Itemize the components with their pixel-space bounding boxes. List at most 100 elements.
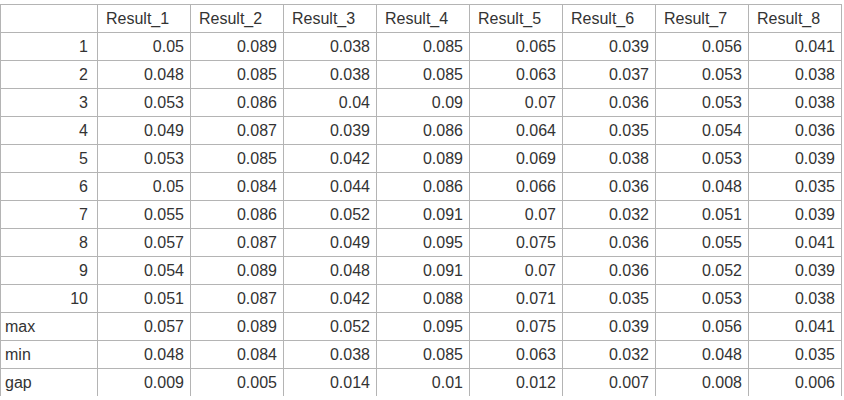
cell-2-result_3[interactable]: 0.038 [284, 61, 377, 89]
cell-3-result_7[interactable]: 0.053 [656, 89, 749, 117]
cell-9-result_7[interactable]: 0.052 [656, 257, 749, 285]
cell-10-result_4[interactable]: 0.088 [377, 285, 470, 313]
column-header-result_6[interactable]: Result_6 [563, 5, 656, 33]
cell-3-result_1[interactable]: 0.053 [98, 89, 191, 117]
cell-min-result_8[interactable]: 0.035 [749, 341, 842, 369]
row-label-10[interactable]: 10 [1, 285, 98, 313]
cell-gap-result_1[interactable]: 0.009 [98, 369, 191, 397]
cell-1-result_8[interactable]: 0.041 [749, 33, 842, 61]
row-label-5[interactable]: 5 [1, 145, 98, 173]
row-label-1[interactable]: 1 [1, 33, 98, 61]
cell-8-result_5[interactable]: 0.075 [470, 229, 563, 257]
cell-2-result_2[interactable]: 0.085 [191, 61, 284, 89]
row-label-7[interactable]: 7 [1, 201, 98, 229]
cell-3-result_5[interactable]: 0.07 [470, 89, 563, 117]
cell-3-result_3[interactable]: 0.04 [284, 89, 377, 117]
cell-7-result_7[interactable]: 0.051 [656, 201, 749, 229]
cell-3-result_2[interactable]: 0.086 [191, 89, 284, 117]
column-header-result_7[interactable]: Result_7 [656, 5, 749, 33]
cell-8-result_4[interactable]: 0.095 [377, 229, 470, 257]
cell-5-result_3[interactable]: 0.042 [284, 145, 377, 173]
cell-10-result_7[interactable]: 0.053 [656, 285, 749, 313]
cell-min-result_5[interactable]: 0.063 [470, 341, 563, 369]
cell-10-result_1[interactable]: 0.051 [98, 285, 191, 313]
cell-max-result_4[interactable]: 0.095 [377, 313, 470, 341]
column-header-result_8[interactable]: Result_8 [749, 5, 842, 33]
cell-min-result_7[interactable]: 0.048 [656, 341, 749, 369]
cell-8-result_1[interactable]: 0.057 [98, 229, 191, 257]
cell-4-result_1[interactable]: 0.049 [98, 117, 191, 145]
cell-7-result_6[interactable]: 0.032 [563, 201, 656, 229]
cell-2-result_1[interactable]: 0.048 [98, 61, 191, 89]
cell-gap-result_5[interactable]: 0.012 [470, 369, 563, 397]
cell-6-result_4[interactable]: 0.086 [377, 173, 470, 201]
cell-7-result_5[interactable]: 0.07 [470, 201, 563, 229]
cell-8-result_6[interactable]: 0.036 [563, 229, 656, 257]
cell-min-result_3[interactable]: 0.038 [284, 341, 377, 369]
cell-gap-result_3[interactable]: 0.014 [284, 369, 377, 397]
cell-max-result_1[interactable]: 0.057 [98, 313, 191, 341]
cell-gap-result_6[interactable]: 0.007 [563, 369, 656, 397]
row-label-3[interactable]: 3 [1, 89, 98, 117]
cell-5-result_2[interactable]: 0.085 [191, 145, 284, 173]
cell-4-result_4[interactable]: 0.086 [377, 117, 470, 145]
corner-cell[interactable] [1, 5, 98, 33]
cell-8-result_3[interactable]: 0.049 [284, 229, 377, 257]
cell-2-result_5[interactable]: 0.063 [470, 61, 563, 89]
row-label-2[interactable]: 2 [1, 61, 98, 89]
cell-5-result_4[interactable]: 0.089 [377, 145, 470, 173]
cell-9-result_3[interactable]: 0.048 [284, 257, 377, 285]
cell-6-result_8[interactable]: 0.035 [749, 173, 842, 201]
cell-7-result_1[interactable]: 0.055 [98, 201, 191, 229]
row-label-4[interactable]: 4 [1, 117, 98, 145]
cell-1-result_3[interactable]: 0.038 [284, 33, 377, 61]
cell-gap-result_7[interactable]: 0.008 [656, 369, 749, 397]
cell-1-result_5[interactable]: 0.065 [470, 33, 563, 61]
cell-5-result_6[interactable]: 0.038 [563, 145, 656, 173]
cell-2-result_4[interactable]: 0.085 [377, 61, 470, 89]
cell-max-result_7[interactable]: 0.056 [656, 313, 749, 341]
cell-gap-result_8[interactable]: 0.006 [749, 369, 842, 397]
cell-1-result_2[interactable]: 0.089 [191, 33, 284, 61]
cell-1-result_4[interactable]: 0.085 [377, 33, 470, 61]
cell-6-result_1[interactable]: 0.05 [98, 173, 191, 201]
cell-4-result_8[interactable]: 0.036 [749, 117, 842, 145]
cell-7-result_3[interactable]: 0.052 [284, 201, 377, 229]
column-header-result_4[interactable]: Result_4 [377, 5, 470, 33]
cell-max-result_2[interactable]: 0.089 [191, 313, 284, 341]
cell-1-result_6[interactable]: 0.039 [563, 33, 656, 61]
cell-max-result_3[interactable]: 0.052 [284, 313, 377, 341]
cell-min-result_6[interactable]: 0.032 [563, 341, 656, 369]
cell-7-result_8[interactable]: 0.039 [749, 201, 842, 229]
row-label-8[interactable]: 8 [1, 229, 98, 257]
cell-1-result_1[interactable]: 0.05 [98, 33, 191, 61]
cell-9-result_6[interactable]: 0.036 [563, 257, 656, 285]
cell-5-result_5[interactable]: 0.069 [470, 145, 563, 173]
cell-8-result_8[interactable]: 0.041 [749, 229, 842, 257]
cell-6-result_6[interactable]: 0.036 [563, 173, 656, 201]
cell-9-result_4[interactable]: 0.091 [377, 257, 470, 285]
cell-8-result_7[interactable]: 0.055 [656, 229, 749, 257]
cell-gap-result_2[interactable]: 0.005 [191, 369, 284, 397]
cell-3-result_6[interactable]: 0.036 [563, 89, 656, 117]
column-header-result_5[interactable]: Result_5 [470, 5, 563, 33]
cell-4-result_5[interactable]: 0.064 [470, 117, 563, 145]
cell-min-result_2[interactable]: 0.084 [191, 341, 284, 369]
row-label-min[interactable]: min [1, 341, 98, 369]
cell-4-result_2[interactable]: 0.087 [191, 117, 284, 145]
cell-5-result_7[interactable]: 0.053 [656, 145, 749, 173]
row-label-9[interactable]: 9 [1, 257, 98, 285]
cell-10-result_2[interactable]: 0.087 [191, 285, 284, 313]
cell-min-result_1[interactable]: 0.048 [98, 341, 191, 369]
cell-6-result_5[interactable]: 0.066 [470, 173, 563, 201]
cell-3-result_8[interactable]: 0.038 [749, 89, 842, 117]
cell-max-result_5[interactable]: 0.075 [470, 313, 563, 341]
cell-10-result_6[interactable]: 0.035 [563, 285, 656, 313]
cell-gap-result_4[interactable]: 0.01 [377, 369, 470, 397]
row-label-gap[interactable]: gap [1, 369, 98, 397]
cell-4-result_6[interactable]: 0.035 [563, 117, 656, 145]
cell-6-result_3[interactable]: 0.044 [284, 173, 377, 201]
cell-4-result_7[interactable]: 0.054 [656, 117, 749, 145]
cell-7-result_2[interactable]: 0.086 [191, 201, 284, 229]
cell-2-result_8[interactable]: 0.038 [749, 61, 842, 89]
